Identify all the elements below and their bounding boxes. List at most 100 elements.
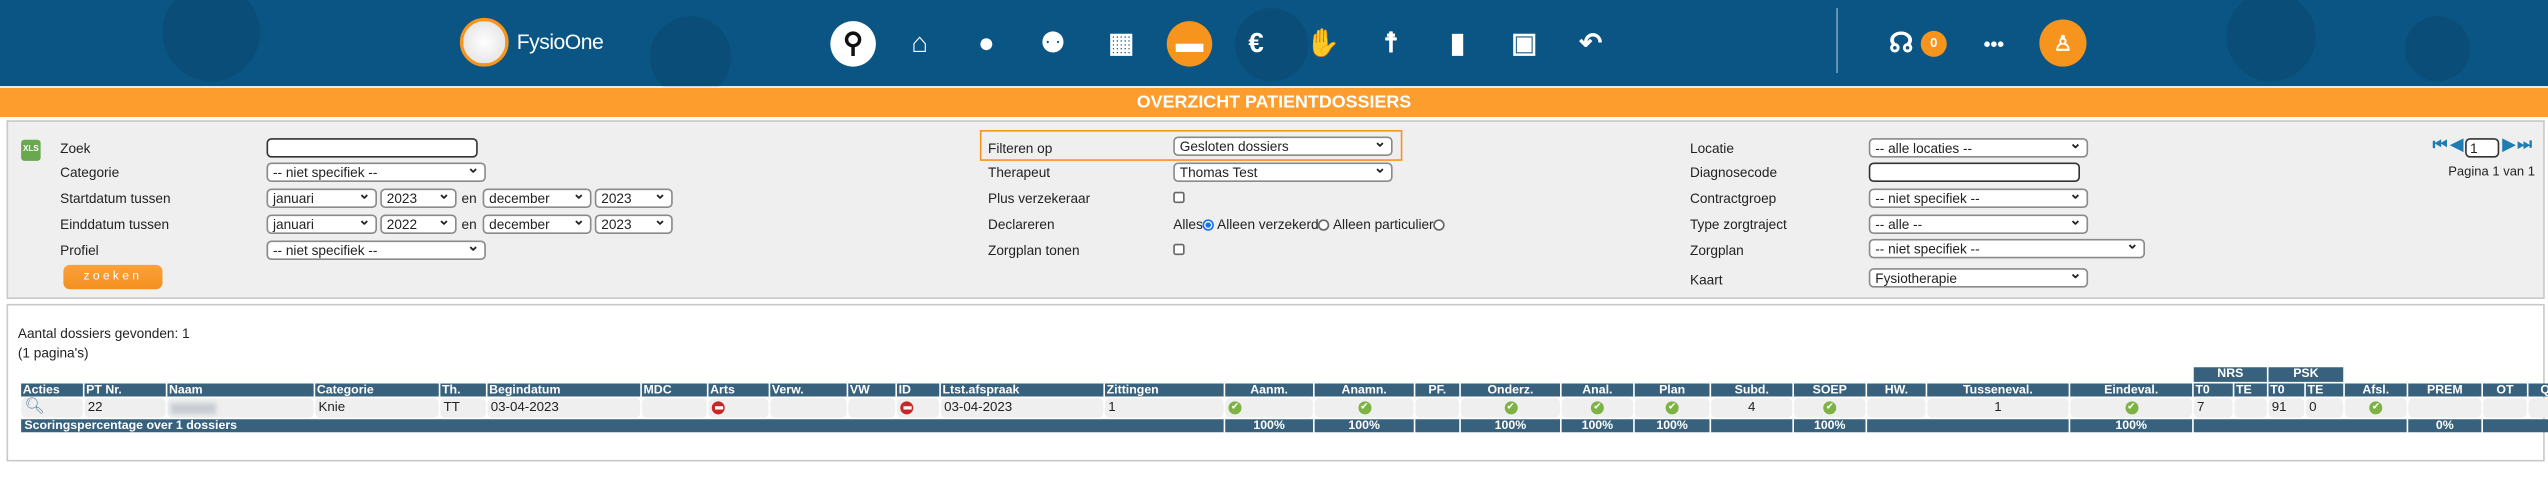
column-header-ot[interactable]: OT — [2483, 382, 2527, 397]
column-header-te[interactable]: TE — [2305, 382, 2344, 397]
fysioone-logo[interactable] — [459, 17, 509, 67]
search-icon[interactable]: ⚲ — [830, 21, 876, 67]
xls-export-icon[interactable]: XLS — [21, 139, 41, 161]
column-header-soep[interactable]: SOEP — [1794, 382, 1866, 397]
cell-acties[interactable]: 🔍︎ — [21, 398, 83, 417]
plus-verzekeraar-checkbox[interactable] — [1173, 191, 1185, 204]
headset-icon[interactable]: ☊ — [1888, 27, 1914, 59]
startdatum-to-year[interactable]: 2023 — [594, 188, 673, 208]
radio-alleen-particulier[interactable] — [1433, 219, 1445, 231]
column-header-anamn[interactable]: Anamn. — [1314, 382, 1414, 397]
footer-anal: 100% — [1561, 418, 1634, 433]
folder-icon[interactable]: ▬ — [1166, 21, 1213, 67]
column-header-tusseneval[interactable]: Tusseneval. — [1927, 382, 2069, 397]
column-header-onderz[interactable]: Onderz. — [1460, 382, 1560, 397]
column-header-vw[interactable]: VW — [848, 382, 896, 397]
user-avatar-icon[interactable]: ♙ — [2039, 19, 2087, 67]
euro-icon[interactable]: € — [1248, 27, 1264, 59]
column-header-ltst-afspraak[interactable]: Ltst.afspraak — [940, 382, 1104, 397]
startdatum-from-month[interactable]: januari — [266, 188, 377, 208]
column-header-naam[interactable]: Naam — [167, 382, 314, 397]
column-header-categorie[interactable]: Categorie — [315, 382, 439, 397]
page-info: Pagina 1 van 1 — [2448, 164, 2535, 179]
einddatum-to-month[interactable]: december — [482, 214, 592, 234]
zorgtraject-select[interactable]: -- alle -- — [1868, 214, 2089, 234]
filteren-select[interactable]: Gesloten dossiers — [1173, 136, 1393, 156]
footer-prem: 0% — [2408, 418, 2482, 433]
column-header-th[interactable]: Th. — [440, 382, 486, 397]
radio-alleen-verzekerd[interactable] — [1318, 219, 1330, 231]
column-header-pf[interactable]: PF. — [1415, 382, 1460, 397]
cell-mdc — [641, 398, 707, 417]
zorgplan-select[interactable]: -- niet specifiek -- — [1868, 238, 2145, 259]
column-header-plan[interactable]: Plan — [1634, 382, 1710, 397]
view-dossier-icon[interactable]: 🔍︎ — [24, 398, 46, 417]
zoeken-button[interactable]: zoeken — [63, 264, 163, 290]
column-header-qc[interactable]: QC — [2528, 382, 2548, 397]
footer-plan: 100% — [1634, 418, 1710, 433]
column-header-te[interactable]: TE — [2234, 382, 2267, 397]
column-header-mdc[interactable]: MDC — [641, 382, 707, 397]
zorgplan-tonen-checkbox[interactable] — [1173, 243, 1185, 256]
diagnosecode-input[interactable] — [1868, 162, 2080, 182]
column-header-id[interactable]: ID — [897, 382, 940, 397]
startdatum-to-month[interactable]: december — [482, 188, 592, 208]
column-header-pt-nr[interactable]: PT Nr. — [84, 382, 166, 397]
therapeut-select[interactable]: Thomas Test — [1173, 162, 1393, 182]
back-icon[interactable]: ↶ — [1579, 27, 1603, 59]
column-header-verw[interactable]: Verw. — [770, 382, 847, 397]
column-header-afsl[interactable]: Afsl. — [2344, 382, 2407, 397]
group-header-nrs: NRS — [2193, 367, 2267, 382]
cell-anal: ✔ — [1561, 398, 1634, 417]
page-input[interactable]: 1 — [2465, 138, 2500, 158]
kaart-select[interactable]: Fysiotherapie — [1868, 268, 2089, 288]
profiel-select[interactable]: -- niet specifiek -- — [266, 240, 486, 260]
contractgroep-select[interactable]: -- niet specifiek -- — [1868, 188, 2089, 208]
handshake-icon[interactable]: ✋ — [1305, 27, 1340, 59]
last-page-icon[interactable]: ⏭ — [2517, 136, 2532, 155]
column-header-anal[interactable]: Anal. — [1561, 382, 1634, 397]
notification-badge[interactable]: 0 — [1920, 30, 1947, 57]
cell-te: 0 — [2305, 398, 2344, 417]
einddatum-from-year[interactable]: 2022 — [380, 214, 457, 234]
group-spacer — [21, 367, 2192, 381]
contacts-icon[interactable]: ▣ — [1511, 27, 1538, 59]
column-header-hw[interactable]: HW. — [1867, 382, 1926, 397]
cell-categorie: Knie — [315, 398, 439, 417]
column-header-t0[interactable]: T0 — [2268, 382, 2305, 397]
einddatum-from-month[interactable]: januari — [266, 214, 377, 234]
prev-page-icon[interactable]: ◀ — [2450, 136, 2464, 155]
footer-eindeval: 100% — [2070, 418, 2193, 433]
cell-arts — [708, 398, 769, 417]
more-icon[interactable]: ••• — [1983, 32, 2005, 56]
users-icon[interactable]: ⚉ — [1040, 27, 1066, 59]
table-row[interactable]: 🔍︎ 22 Knie TT 03-04-2023 03-04-2023 1 ✔ ✔ ✔ ✔ ✔ 4 ✔ 1 ✔… — [21, 398, 2548, 417]
dossiers-table: NRS PSK Acties PT Nr. Naam Categorie Th. Begin… — [20, 366, 2548, 434]
column-header-aanm[interactable]: Aanm. — [1225, 382, 1313, 397]
en-label: en — [461, 190, 477, 207]
zoek-input[interactable] — [266, 138, 478, 158]
column-header-eindeval[interactable]: Eindeval. — [2070, 382, 2193, 397]
column-header-zittingen[interactable]: Zittingen — [1105, 382, 1224, 397]
column-header-begindatum[interactable]: Begindatum — [487, 382, 641, 397]
column-header-prem[interactable]: PREM — [2408, 382, 2482, 397]
column-header-subd[interactable]: Subd. — [1711, 382, 1793, 397]
locatie-select[interactable]: -- alle locaties -- — [1868, 138, 2089, 158]
user-add-icon[interactable]: ● — [978, 27, 995, 59]
home-icon[interactable]: ⌂ — [911, 27, 929, 59]
calendar-icon[interactable]: ▦ — [1108, 27, 1135, 59]
locatie-label: Locatie — [1690, 139, 1734, 156]
no-entry-icon — [711, 401, 725, 415]
categorie-select[interactable]: -- niet specifiek -- — [266, 162, 486, 182]
posture-icon[interactable]: ☨ — [1383, 27, 1399, 59]
column-header-acties[interactable]: Acties — [21, 382, 83, 397]
next-page-icon[interactable]: ▶ — [2502, 136, 2516, 155]
first-page-icon[interactable]: ⏮ — [2432, 136, 2448, 155]
radio-alles[interactable] — [1202, 219, 1215, 231]
column-header-arts[interactable]: Arts — [708, 382, 769, 397]
einddatum-to-year[interactable]: 2023 — [594, 214, 673, 234]
zorgplan-label: Zorgplan — [1690, 242, 1744, 259]
startdatum-from-year[interactable]: 2023 — [380, 188, 457, 208]
column-header-t0[interactable]: T0 — [2193, 382, 2233, 397]
chart-icon[interactable]: ▮ — [1450, 27, 1466, 59]
